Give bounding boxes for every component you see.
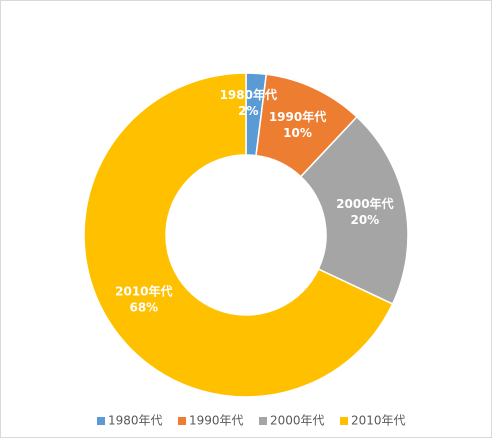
legend-swatch — [340, 417, 348, 425]
slice — [299, 115, 409, 305]
data-label-category: 2000年代 — [336, 196, 393, 211]
data-label-value: 2% — [238, 104, 258, 118]
legend-label: 1980年代 — [108, 414, 163, 428]
legend-swatch — [178, 417, 186, 425]
data-label-category: 1990年代 — [269, 109, 326, 124]
legend-swatch — [259, 417, 267, 425]
slice — [83, 72, 394, 398]
legend-label: 1990年代 — [189, 414, 244, 428]
data-label-value: 68% — [129, 300, 158, 314]
data-label-category: 2010年代 — [115, 283, 172, 298]
legend-swatch — [97, 417, 105, 425]
data-label-value: 10% — [283, 126, 312, 140]
data-label-value: 20% — [350, 213, 379, 227]
legend-label: 2010年代 — [351, 414, 406, 428]
data-label-category: 1980年代 — [220, 87, 277, 102]
legend-label: 2000年代 — [270, 414, 325, 428]
